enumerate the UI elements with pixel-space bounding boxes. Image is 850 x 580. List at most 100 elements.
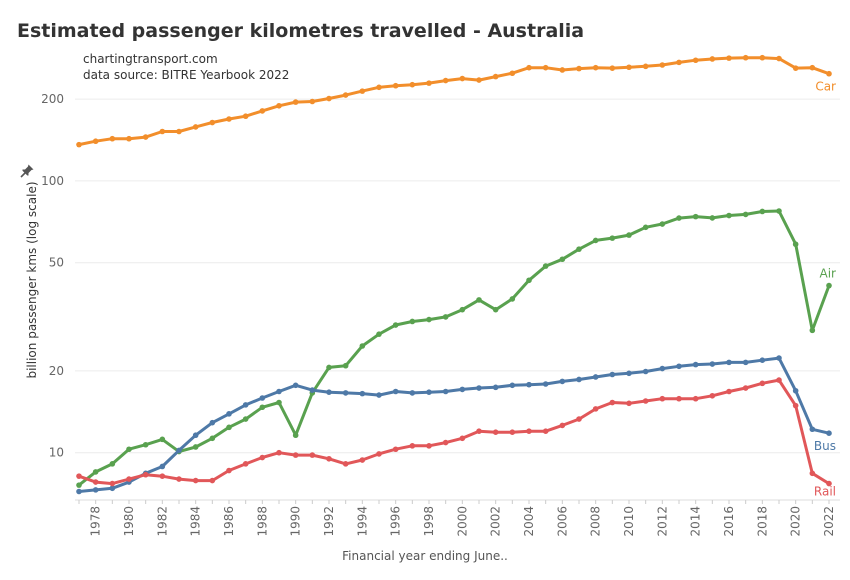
data-point-bus [92, 487, 99, 493]
data-point-car [659, 62, 666, 68]
data-point-car [359, 88, 366, 94]
data-point-rail [826, 480, 832, 487]
data-point-air [459, 306, 466, 313]
data-point-car [759, 54, 766, 61]
data-point-air [692, 213, 699, 220]
data-point-bus [76, 488, 82, 495]
x-tick-label: 2000 [455, 506, 469, 537]
data-point-car [476, 77, 482, 83]
data-point-rail [359, 457, 366, 463]
data-point-air [709, 215, 716, 221]
data-point-car [142, 134, 149, 140]
x-tick-label: 1992 [322, 506, 336, 537]
data-point-rail [809, 470, 816, 477]
data-point-car [609, 65, 616, 71]
data-point-bus [409, 390, 416, 396]
data-point-bus [376, 392, 382, 398]
data-point-rail [576, 416, 582, 422]
data-point-car [192, 124, 199, 130]
data-point-bus [109, 485, 116, 492]
series-line-bus [78, 356, 830, 493]
data-point-rail [292, 452, 299, 458]
data-point-car [776, 55, 782, 62]
data-point-air [442, 314, 449, 320]
series-label-rail: Rail [814, 485, 836, 499]
data-point-car [259, 108, 266, 114]
data-point-rail [626, 400, 632, 407]
data-point-car [626, 64, 632, 71]
series-label-car: Car [815, 80, 836, 94]
data-point-bus [209, 419, 216, 426]
data-point-car [492, 73, 499, 80]
data-point-air [492, 306, 499, 313]
data-point-air [476, 297, 482, 303]
data-point-car [392, 82, 399, 89]
data-point-rail [609, 399, 616, 406]
data-point-rail [309, 452, 316, 458]
data-point-air [342, 362, 349, 369]
data-point-rail [409, 443, 416, 449]
data-point-car [826, 70, 832, 77]
x-tick-label: 1984 [189, 506, 203, 537]
data-point-car [642, 63, 649, 70]
data-point-bus [326, 389, 332, 395]
data-point-car [176, 128, 182, 135]
x-tick-label: 2002 [489, 506, 503, 537]
x-tick-label: 2010 [622, 506, 636, 537]
data-point-car [109, 135, 116, 142]
data-point-air [159, 436, 166, 443]
data-point-car [576, 65, 582, 72]
data-point-bus [192, 432, 199, 439]
data-point-car [742, 54, 749, 61]
data-point-rail [492, 429, 499, 435]
data-point-rail [192, 477, 199, 484]
data-point-bus [809, 426, 816, 433]
data-point-bus [559, 378, 566, 385]
data-point-air [259, 404, 266, 411]
x-tick-label: 2008 [589, 506, 603, 537]
data-point-air [209, 435, 216, 442]
data-point-bus [576, 376, 582, 383]
data-point-bus [826, 430, 832, 436]
data-point-bus [676, 363, 682, 370]
data-point-car [426, 80, 432, 86]
y-tick-label: 50 [49, 256, 64, 270]
data-point-car [326, 95, 332, 102]
data-point-car [509, 70, 516, 77]
data-point-bus [276, 388, 282, 395]
data-point-car [276, 102, 282, 109]
data-point-car [342, 92, 349, 98]
data-point-bus [742, 359, 749, 366]
data-point-air [826, 282, 832, 289]
source-credit: chartingtransport.com [83, 52, 218, 66]
data-point-rail [676, 395, 682, 402]
data-point-bus [592, 374, 599, 380]
data-point-car [692, 57, 699, 64]
data-point-bus [176, 447, 182, 454]
x-tick-label: 1986 [222, 506, 236, 537]
data-point-car [76, 141, 82, 148]
data-point-car [592, 64, 599, 71]
data-point-rail [76, 473, 82, 479]
pin-icon[interactable] [19, 163, 35, 179]
x-tick-label: 1980 [122, 506, 136, 537]
data-point-air [809, 327, 816, 334]
data-point-bus [309, 387, 316, 393]
data-point-air [526, 277, 532, 284]
data-point-car [309, 98, 316, 105]
data-point-bus [692, 361, 699, 368]
data-point-car [726, 55, 732, 61]
data-point-air [409, 318, 416, 325]
data-point-bus [526, 381, 532, 388]
data-point-air [109, 461, 116, 467]
data-point-rail [659, 395, 666, 402]
data-point-rail [592, 406, 599, 412]
data-point-car [409, 81, 416, 88]
data-point-bus [292, 382, 299, 389]
data-point-air [326, 364, 332, 371]
data-point-rail [509, 429, 516, 435]
data-point-air [642, 224, 649, 231]
x-tick-label: 1994 [355, 506, 369, 537]
data-point-bus [759, 357, 766, 363]
data-point-bus [726, 359, 732, 366]
